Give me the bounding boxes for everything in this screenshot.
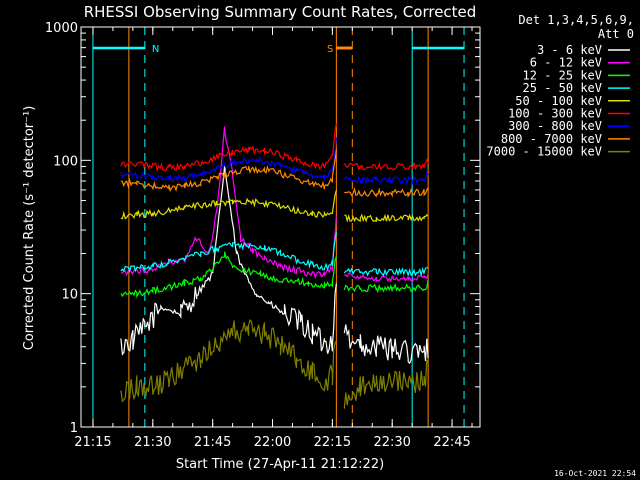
series-300-800-kev-segment-0 xyxy=(120,137,337,183)
series-50-100-kev-segment-1 xyxy=(344,213,429,223)
legend-label-7000-15000-kev: 7000 - 15000 keV xyxy=(486,145,602,159)
series-3-6-kev-segment-1 xyxy=(343,324,429,365)
y-tick-label-100: 100 xyxy=(53,154,78,169)
legend-header-1: Det 1,3,4,5,6,9, xyxy=(518,13,634,27)
series-6-12-kev-segment-1 xyxy=(344,272,429,283)
plot-frame xyxy=(80,26,481,428)
x-tick-label-21-30: 21:30 xyxy=(134,435,171,450)
y-tick-label-1000: 1000 xyxy=(45,21,78,36)
legend-label-12-25-kev: 12 - 25 keV xyxy=(523,68,602,82)
interval-label-s: S xyxy=(327,44,333,55)
x-tick-label-22-45: 22:45 xyxy=(433,435,470,450)
legend-label-3-6-kev: 3 - 6 keV xyxy=(537,43,602,57)
series-25-50-kev-segment-1 xyxy=(343,266,429,278)
chart-title: RHESSI Observing Summary Count Rates, Co… xyxy=(84,3,477,21)
y-tick-label-10: 10 xyxy=(61,288,78,303)
x-tick-label-22-15: 22:15 xyxy=(314,435,351,450)
legend-label-6-12-kev: 6 - 12 keV xyxy=(530,56,602,70)
legend-label-100-300-kev: 100 - 300 keV xyxy=(508,107,602,121)
interval-label-n: N xyxy=(152,44,159,55)
series-50-100-kev-segment-0 xyxy=(120,189,337,220)
legend-label-50-100-kev: 50 - 100 keV xyxy=(515,94,602,108)
series-3-6-kev-segment-0 xyxy=(120,165,337,356)
series-300-800-kev-segment-1 xyxy=(343,170,429,186)
legend-header-2: Att 0 xyxy=(598,27,634,41)
series-800-7000-kev-segment-1 xyxy=(344,187,429,198)
x-axis-label: Start Time (27-Apr-11 21:12:22) xyxy=(176,457,384,472)
x-tick-label-21-45: 21:45 xyxy=(194,435,231,450)
axes: 21:15 21:30 21:45 22:00 22:15 22:30 22:45 1 10 10… xyxy=(45,21,481,450)
series-800-7000-kev-segment-0 xyxy=(120,150,337,193)
series-12-25-kev-segment-1 xyxy=(343,279,429,294)
series-7000-15000-kev-segment-1 xyxy=(343,359,429,409)
y-axis-label: Corrected Count Rate (s⁻¹ detector⁻¹) xyxy=(22,106,37,351)
series-12-25-kev-segment-0 xyxy=(120,251,337,299)
legend-label-25-50-kev: 25 - 50 keV xyxy=(523,81,602,95)
legend-label-800-7000-kev: 800 - 7000 keV xyxy=(501,132,602,146)
series-25-50-kev-segment-0 xyxy=(120,231,337,273)
series-7000-15000-kev-segment-0 xyxy=(120,318,337,403)
x-tick-label-21-15: 21:15 xyxy=(74,435,111,450)
x-tick-label-22-00: 22:00 xyxy=(254,435,291,450)
series-100-300-kev-segment-1 xyxy=(343,158,429,171)
series-100-300-kev-segment-0 xyxy=(120,123,337,173)
legend-label-300-800-kev: 300 - 800 keV xyxy=(508,119,602,133)
y-tick-label-1: 1 xyxy=(70,421,78,436)
x-tick-label-22-30: 22:30 xyxy=(373,435,410,450)
footer-timestamp: 16-Oct-2021 22:54 xyxy=(554,469,636,478)
